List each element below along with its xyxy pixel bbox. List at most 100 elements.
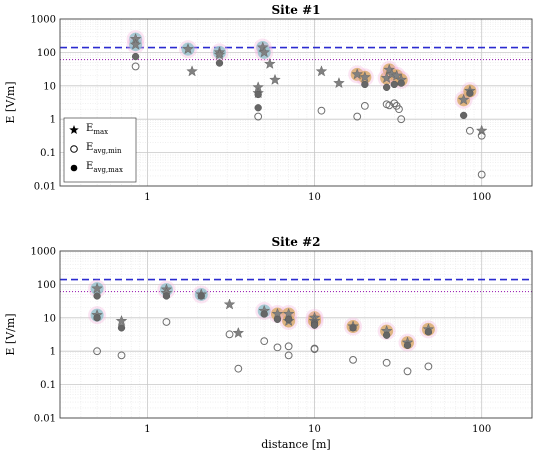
legend-label: Eavg,min bbox=[86, 142, 122, 155]
point-e-max bbox=[333, 77, 345, 89]
y-tick-label: 0.1 bbox=[40, 148, 56, 159]
point-e-avg-min bbox=[284, 351, 293, 360]
chart-title: Site #1 bbox=[272, 3, 321, 17]
axes-frame bbox=[59, 250, 533, 419]
point-e-avg-max bbox=[254, 90, 262, 99]
point-e-avg-min bbox=[385, 101, 394, 110]
point-e-avg-max bbox=[93, 314, 101, 322]
legend-marker-open-circle bbox=[70, 145, 78, 153]
series-filled-circle bbox=[131, 52, 474, 120]
point-e-avg-min bbox=[403, 367, 412, 376]
point-e-avg-max bbox=[310, 321, 319, 329]
point-e-avg-max bbox=[382, 83, 391, 91]
y-tick-label: 100 bbox=[37, 48, 56, 59]
point-e-avg-min bbox=[117, 351, 126, 360]
point-e-avg-min bbox=[424, 362, 433, 371]
point-e-avg-min bbox=[273, 343, 282, 352]
point-e-avg-min bbox=[234, 364, 243, 373]
point-e-avg-min bbox=[395, 105, 403, 114]
x-axis-label: distance [m] bbox=[261, 438, 330, 451]
point-e-avg-min bbox=[284, 342, 293, 351]
y-tick-label: 1 bbox=[50, 115, 56, 126]
x-tick-label: 100 bbox=[472, 192, 491, 203]
x-tick-label: 10 bbox=[308, 192, 321, 203]
point-e-avg-max bbox=[273, 315, 282, 323]
series-filled-circle bbox=[93, 292, 433, 349]
point-e-avg-min bbox=[93, 347, 101, 356]
point-e-max bbox=[182, 43, 194, 55]
point-e-avg-min bbox=[353, 112, 362, 121]
point-e-avg-min bbox=[317, 106, 326, 115]
point-e-max bbox=[315, 65, 328, 77]
series-open-circle bbox=[93, 318, 433, 376]
point-e-avg-max bbox=[403, 341, 412, 349]
y-tick-label: 10 bbox=[43, 313, 56, 324]
point-e-avg-min bbox=[382, 358, 391, 367]
axes-frame bbox=[59, 18, 533, 187]
point-e-avg-max bbox=[397, 79, 405, 87]
chart-title: Site #2 bbox=[272, 235, 321, 249]
point-e-avg-min bbox=[349, 355, 357, 364]
point-e-avg-min bbox=[465, 126, 474, 135]
y-tick-label: 1 bbox=[50, 347, 56, 358]
x-tick-label: 1 bbox=[144, 424, 150, 435]
series-star bbox=[129, 33, 488, 136]
point-e-avg-max bbox=[382, 331, 391, 339]
plot-area bbox=[60, 251, 532, 418]
point-e-avg-max bbox=[459, 111, 468, 120]
point-e-avg-min bbox=[131, 62, 140, 71]
point-e-avg-max bbox=[260, 310, 268, 318]
point-e-max bbox=[351, 68, 363, 80]
y-tick-label: 1000 bbox=[31, 15, 56, 26]
point-e-max bbox=[264, 57, 276, 69]
point-e-max bbox=[232, 326, 245, 338]
point-e-max bbox=[457, 93, 470, 105]
point-e-max bbox=[186, 65, 198, 77]
point-e-max bbox=[223, 298, 236, 310]
point-e-avg-min bbox=[360, 102, 369, 110]
legend-label: Emax bbox=[86, 123, 108, 136]
point-e-max bbox=[115, 314, 128, 326]
point-e-avg-min bbox=[254, 112, 263, 121]
point-e-avg-max bbox=[93, 292, 101, 300]
point-e-avg-min bbox=[260, 337, 269, 346]
point-e-max bbox=[269, 73, 281, 85]
point-e-avg-max bbox=[466, 89, 474, 97]
chart-site-2: 1000 100 10 1 0.1 0.01 1 10 100 Site #2 E [V/m] dis… bbox=[4, 235, 533, 451]
point-e-avg-min bbox=[477, 131, 486, 140]
y-tick-label: 10 bbox=[43, 81, 56, 92]
point-e-avg-min bbox=[397, 115, 406, 124]
point-e-avg-max bbox=[361, 80, 369, 89]
y-axis-label: E [V/m] bbox=[4, 81, 17, 123]
point-e-avg-max bbox=[131, 52, 140, 61]
point-e-max bbox=[383, 63, 396, 75]
legend: Emax Eavg,min Eavg,max bbox=[63, 117, 137, 183]
point-e-avg-min bbox=[310, 345, 319, 354]
point-e-avg-min bbox=[390, 99, 399, 108]
point-e-avg-min bbox=[477, 170, 486, 179]
point-e-avg-max bbox=[197, 292, 205, 300]
series-open-circle bbox=[131, 62, 486, 179]
y-tick-label: 0.01 bbox=[34, 414, 56, 425]
point-e-avg-max bbox=[349, 324, 357, 332]
chart-site-1: 1000 100 10 1 0.1 0.01 1 10 100 Site #1 E [V/m] Ema… bbox=[4, 3, 533, 203]
y-tick-label: 0.01 bbox=[34, 182, 56, 193]
point-e-avg-min bbox=[225, 330, 234, 339]
point-e-avg-max bbox=[215, 59, 224, 67]
point-e-max bbox=[256, 41, 269, 53]
point-e-avg-max bbox=[424, 328, 433, 336]
x-tick-label: 1 bbox=[144, 192, 150, 203]
point-e-avg-min bbox=[162, 318, 171, 326]
point-e-max bbox=[129, 38, 142, 50]
y-axis-label: E [V/m] bbox=[4, 313, 17, 355]
x-tick-label: 100 bbox=[472, 424, 491, 435]
y-tick-label: 0.1 bbox=[40, 380, 56, 391]
point-e-max bbox=[213, 48, 226, 60]
point-e-avg-max bbox=[162, 292, 171, 300]
point-e-avg-max bbox=[284, 315, 293, 323]
legend-label: Eavg,max bbox=[86, 161, 123, 174]
y-tick-label: 100 bbox=[37, 280, 56, 291]
point-e-max bbox=[91, 282, 103, 294]
point-e-avg-max bbox=[390, 80, 398, 89]
